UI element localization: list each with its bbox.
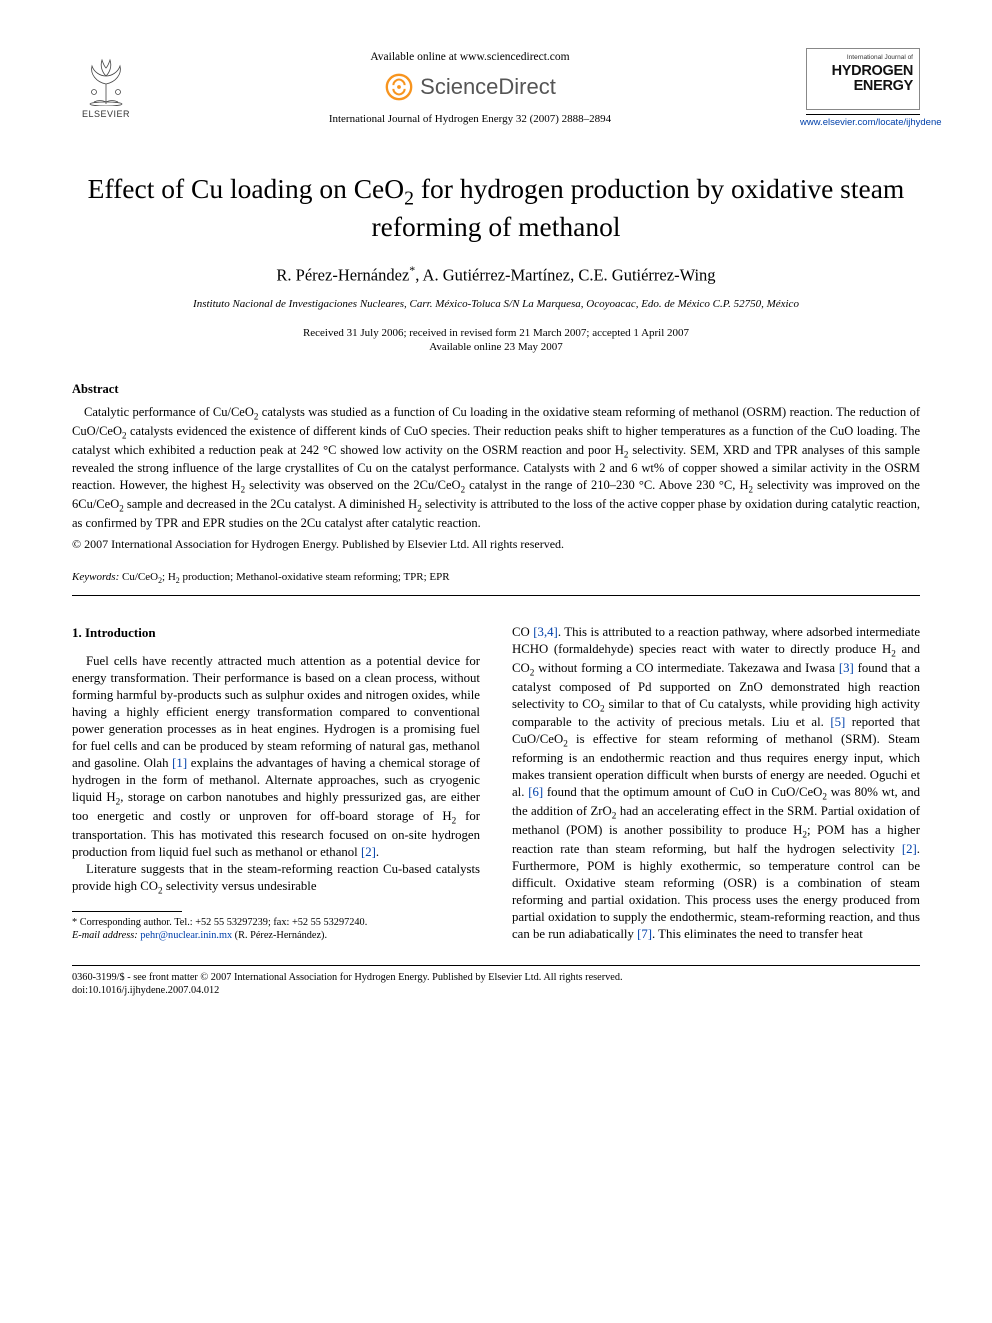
journal-box-line1: HYDROGEN xyxy=(813,64,913,79)
header-rule xyxy=(806,114,920,115)
journal-box-top: International Journal of xyxy=(813,54,913,63)
intro-para-3: CO [3,4]. This is attributed to a reacti… xyxy=(512,624,920,943)
sciencedirect-icon xyxy=(384,72,414,102)
corresponding-email[interactable]: pehr@nuclear.inin.mx xyxy=(140,930,232,941)
corresponding-line: * Corresponding author. Tel.: +52 55 532… xyxy=(72,916,480,929)
citation-line: International Journal of Hydrogen Energy… xyxy=(140,112,800,127)
journal-badge: International Journal of HYDROGEN ENERGY… xyxy=(800,48,920,130)
keywords-rule xyxy=(72,595,920,596)
bottom-meta: 0360-3199/$ - see front matter © 2007 In… xyxy=(72,971,920,998)
intro-para-2: Literature suggests that in the steam-re… xyxy=(72,861,480,897)
keywords-label: Keywords: xyxy=(72,571,119,583)
email-label: E-mail address: xyxy=(72,930,138,941)
sciencedirect-text: ScienceDirect xyxy=(420,72,556,102)
corresponding-author-footnote: * Corresponding author. Tel.: +52 55 532… xyxy=(72,916,480,943)
abstract-body: Catalytic performance of Cu/CeO2 catalys… xyxy=(72,404,920,532)
available-online-text: Available online at www.sciencedirect.co… xyxy=(140,50,800,66)
authors-line: R. Pérez-Hernández*, A. Gutiérrez-Martín… xyxy=(72,262,920,287)
journal-homepage-link[interactable]: www.elsevier.com/locate/ijhydene xyxy=(800,117,920,130)
front-matter-line: 0360-3199/$ - see front matter © 2007 In… xyxy=(72,971,920,984)
elsevier-tree-icon xyxy=(76,54,136,106)
footnote-separator xyxy=(72,911,182,912)
intro-para-1: Fuel cells have recently attracted much … xyxy=(72,653,480,861)
header-center: Available online at www.sciencedirect.co… xyxy=(140,48,800,126)
sciencedirect-brand: ScienceDirect xyxy=(384,72,556,102)
received-accepted-line: Received 31 July 2006; received in revis… xyxy=(303,327,689,339)
journal-box: International Journal of HYDROGEN ENERGY xyxy=(806,48,920,110)
affiliation-line: Instituto Nacional de Investigaciones Nu… xyxy=(72,297,920,312)
abstract-text: Catalytic performance of Cu/CeO2 catalys… xyxy=(72,404,920,532)
doi-line: doi:10.1016/j.ijhydene.2007.04.012 xyxy=(72,984,920,997)
publisher-logo: ELSEVIER xyxy=(72,48,140,126)
keywords-line: Keywords: Cu/CeO2; H2 production; Methan… xyxy=(72,570,920,587)
abstract-copyright: © 2007 International Association for Hyd… xyxy=(72,536,920,552)
body-columns: 1. Introduction Fuel cells have recently… xyxy=(72,624,920,943)
keywords-text: Cu/CeO2; H2 production; Methanol-oxidati… xyxy=(119,571,449,583)
bottom-rule xyxy=(72,965,920,966)
publisher-name: ELSEVIER xyxy=(82,108,130,120)
intro-heading: 1. Introduction xyxy=(72,624,480,641)
paper-title: Effect of Cu loading on CeO2 for hydroge… xyxy=(82,172,910,244)
email-line: E-mail address: pehr@nuclear.inin.mx (R.… xyxy=(72,929,480,942)
abstract-heading: Abstract xyxy=(72,381,920,398)
email-suffix: (R. Pérez-Hernández). xyxy=(232,930,327,941)
journal-box-line2: ENERGY xyxy=(813,79,913,94)
available-online-date: Available online 23 May 2007 xyxy=(429,341,563,353)
header-row: ELSEVIER Available online at www.science… xyxy=(72,48,920,130)
dates-block: Received 31 July 2006; received in revis… xyxy=(72,326,920,356)
